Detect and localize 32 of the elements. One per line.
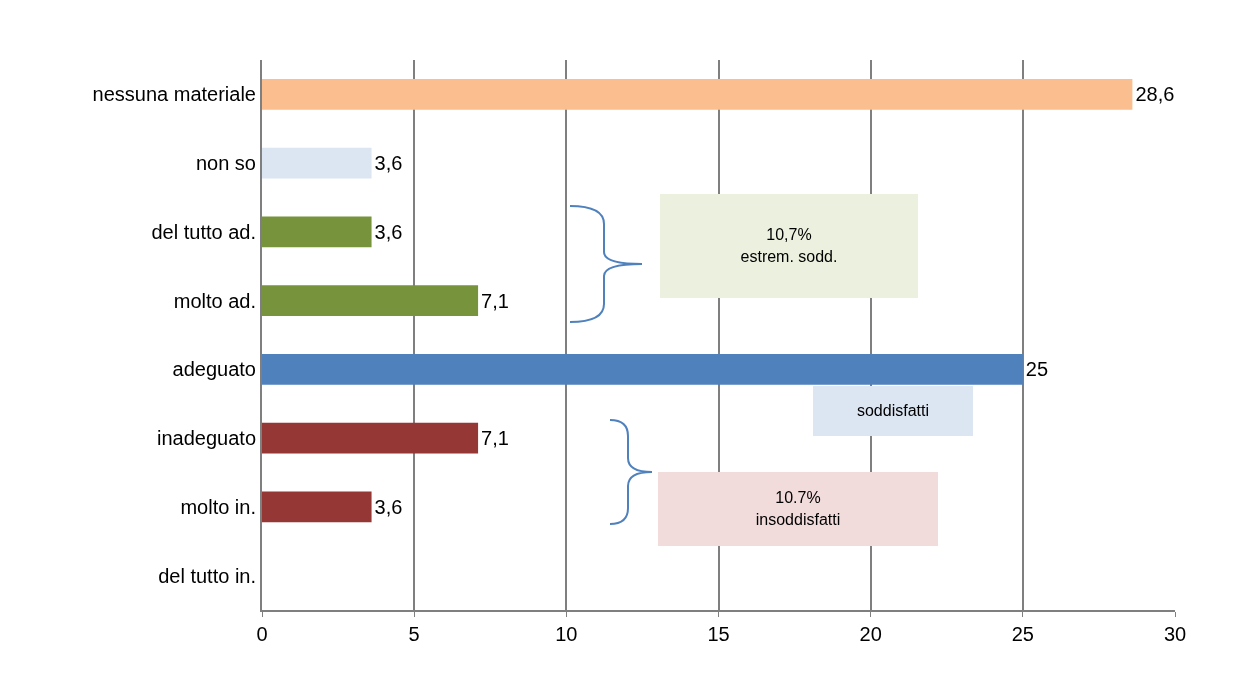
bar <box>262 491 372 523</box>
x-tick-label: 30 <box>1163 623 1187 645</box>
x-tick-label: 0 <box>256 623 268 645</box>
data-label: 3,6 <box>374 220 403 243</box>
data-label: 28,6 <box>1135 83 1175 106</box>
y-tick-label: inadeguato <box>157 427 256 450</box>
bar <box>262 78 1133 110</box>
data-label: 7,1 <box>481 427 509 450</box>
note-box: 10.7% insoddisfatti <box>658 472 938 546</box>
data-label: 7,1 <box>481 289 509 312</box>
x-tick-label: 20 <box>859 623 882 645</box>
x-tick-label: 5 <box>408 623 420 645</box>
y-tick-label: del tutto in. <box>158 564 256 587</box>
y-tick-label: molto ad. <box>173 289 256 312</box>
y-tick-label: del tutto ad. <box>151 220 256 243</box>
bar <box>262 216 372 248</box>
x-tick-label: 10 <box>555 623 578 645</box>
data-label: 3,6 <box>374 152 403 175</box>
y-tick-label: adeguato <box>172 358 256 381</box>
note-box: soddisfatti <box>813 386 973 436</box>
y-tick-label: non so <box>195 152 256 175</box>
bar <box>262 147 372 179</box>
bar <box>262 353 1023 385</box>
x-tick-label: 15 <box>707 623 730 645</box>
bar <box>262 285 479 317</box>
note-box: 10,7% estrem. sodd. <box>660 194 918 298</box>
y-tick-label: nessuna materiale <box>92 83 256 106</box>
data-label: 3,6 <box>374 495 403 518</box>
y-tick-label: molto in. <box>180 495 256 518</box>
data-label: 25 <box>1025 358 1049 381</box>
x-tick-label: 25 <box>1011 623 1034 645</box>
bar <box>262 422 479 454</box>
